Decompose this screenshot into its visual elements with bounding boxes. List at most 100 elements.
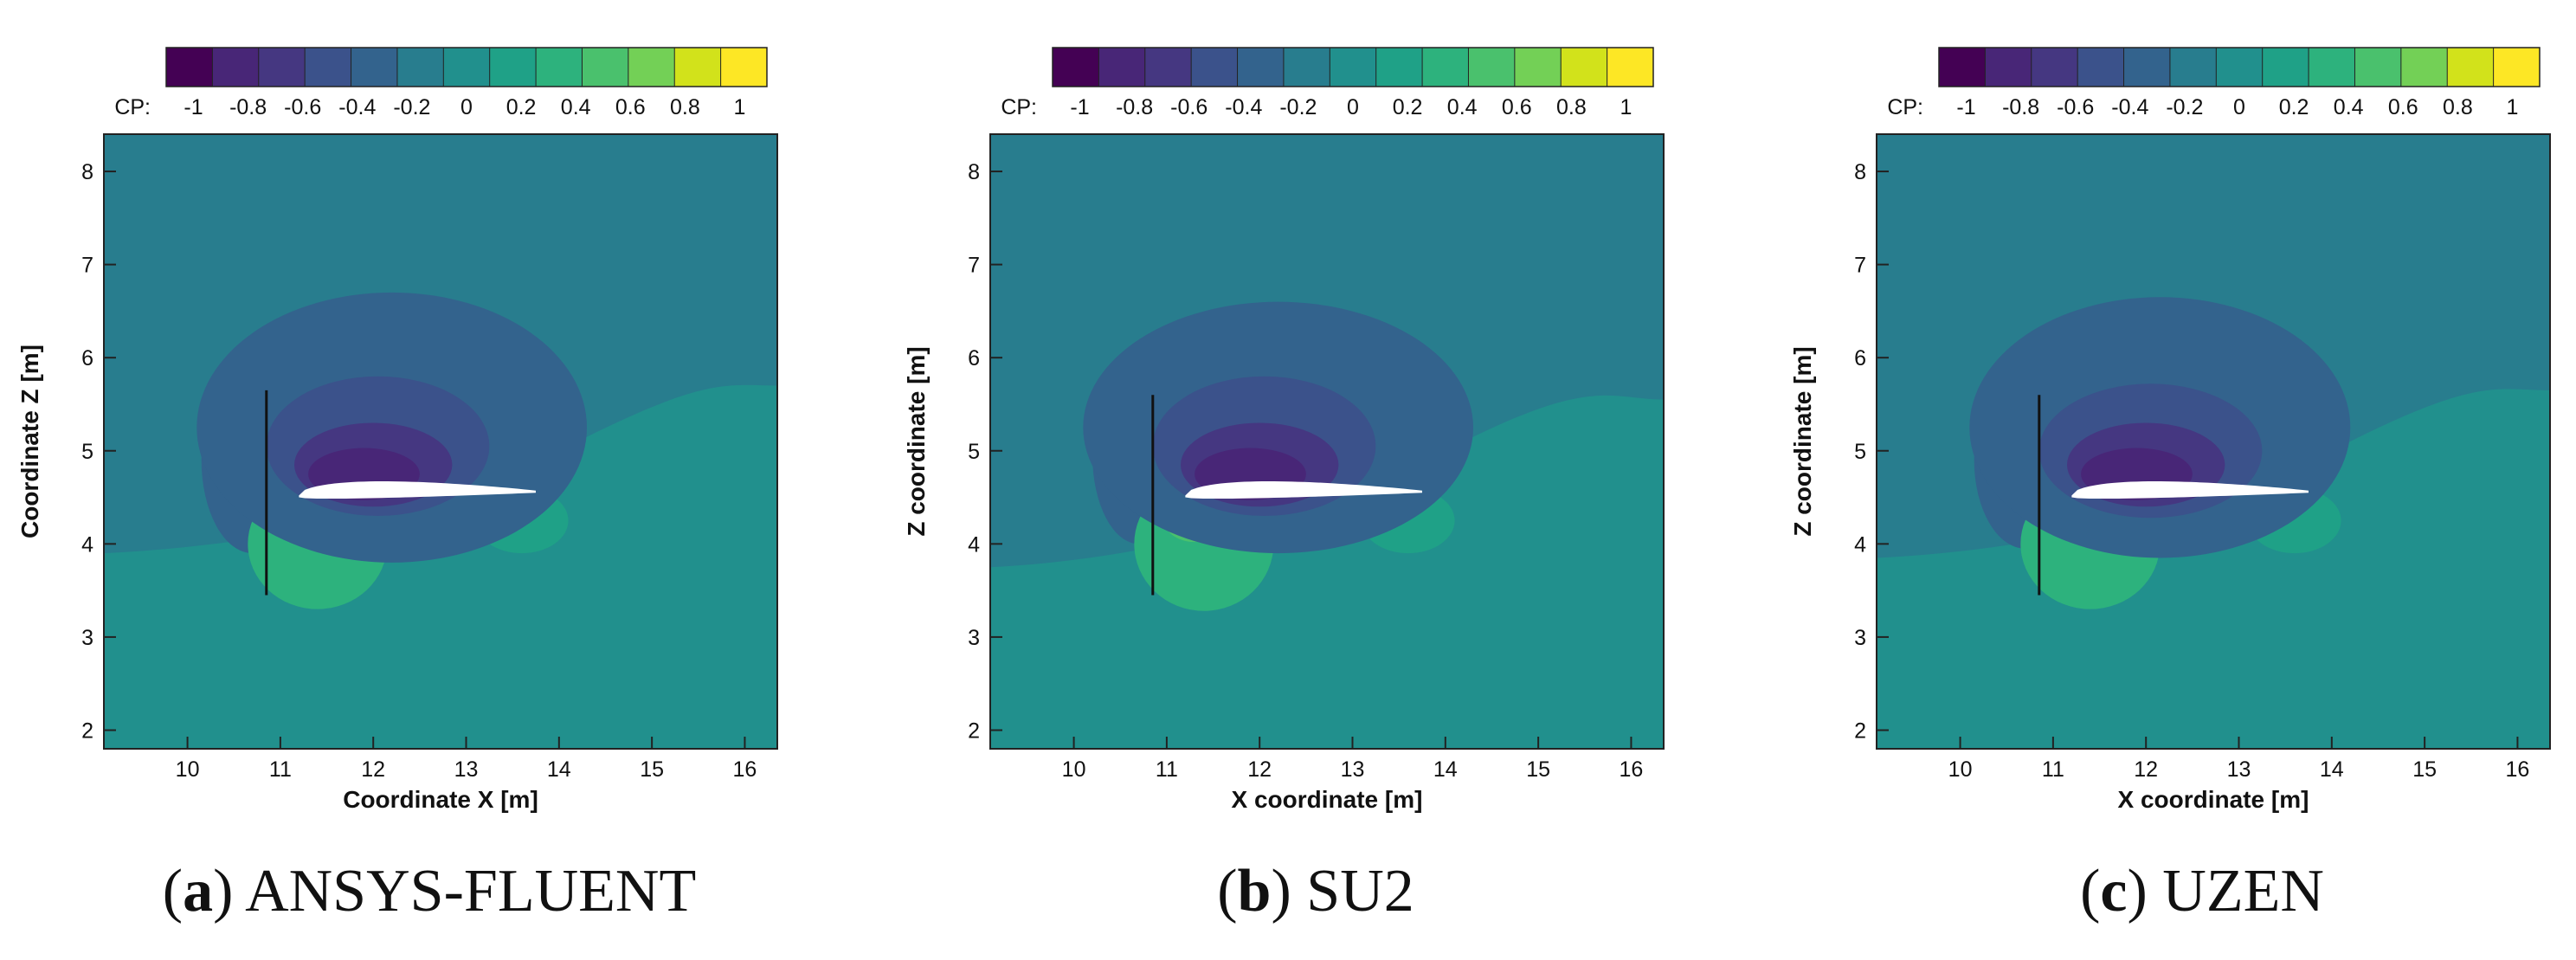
freestream-lower-region (1877, 389, 2550, 749)
colorbar-swatch-9 (2354, 48, 2402, 87)
colorbar-swatch-2 (2031, 48, 2078, 87)
x-tick-label-1: 11 (2042, 757, 2064, 782)
colorbar-tick-label-4: -0.2 (393, 95, 430, 119)
colorbar-swatch-3 (1191, 48, 1239, 87)
colorbar-swatch-12 (2493, 48, 2541, 87)
x-tick-label-6: 16 (2506, 757, 2530, 782)
y-tick-label-3: 5 (1854, 440, 1866, 464)
x-tick-label-4: 14 (547, 757, 571, 782)
y-tick-label-6: 8 (968, 160, 980, 184)
colorbar-swatch-6 (1330, 48, 1377, 87)
colorbar-tick-label-5: 0 (1347, 95, 1359, 119)
colorbar-swatch-8 (1422, 48, 1469, 87)
colorbar-label: CP: (1001, 95, 1037, 119)
colorbar-label: CP: (1887, 95, 1923, 119)
y-tick-label-3: 5 (81, 440, 93, 464)
colorbar-swatch-11 (2447, 48, 2495, 87)
colorbar-swatch-1 (1098, 48, 1146, 87)
freestream-lower-region (990, 395, 1664, 749)
colorbar-tick-label-0: -1 (184, 95, 203, 119)
colorbar-swatch-9 (1468, 48, 1516, 87)
colorbar-tick-label-3: -0.4 (338, 95, 376, 119)
panel-a: 10 11 12 13 14 15 16 2 3 4 5 6 7 8 Coordinate X [m] Coo… (0, 0, 859, 960)
caption-a: (a) ANSYS-FLUENT (162, 858, 697, 925)
y-tick-label-5: 7 (1854, 254, 1866, 278)
caption-label-a: a (183, 858, 214, 925)
y-tick-label-1: 3 (81, 626, 93, 650)
contour-field (990, 134, 1664, 749)
x-tick-label-0: 10 (1948, 757, 1973, 782)
x-tick-label-3: 13 (454, 757, 479, 782)
y-axis-label: Coordinate Z [m] (16, 345, 43, 538)
colorbar-tick-label-1: -0.8 (2002, 95, 2039, 119)
colorbar-swatch-8 (2309, 48, 2355, 87)
caption-c: (c) UZEN (2080, 858, 2324, 925)
colorbar-swatch-0 (1939, 48, 1986, 87)
y-tick-label-2: 4 (1854, 532, 1866, 557)
colorbar-tick-label-5: 0 (460, 95, 473, 119)
colorbar-swatch-7 (2262, 48, 2309, 87)
y-tick-label-6: 8 (81, 160, 93, 184)
colorbar-tick-label-7: 0.4 (1447, 95, 1478, 119)
colorbar-swatch-2 (1144, 48, 1192, 87)
freestream-lower-region (104, 384, 777, 749)
y-tick-label-0: 2 (81, 718, 93, 743)
contour-field (104, 134, 777, 749)
caption-label-b: b (1237, 858, 1272, 925)
airfoil-shape (2071, 481, 2309, 499)
x-tick-label-3: 13 (2227, 757, 2251, 782)
panel-b: 10 11 12 13 14 15 16 2 3 4 5 6 7 8 X coordinate [m] Z c… (886, 0, 1745, 960)
contour-field (1877, 134, 2550, 749)
plot-frame (1876, 133, 2551, 750)
x-tick-label-2: 12 (2134, 757, 2158, 782)
colorbar-swatch-11 (674, 48, 722, 87)
colorbar-tick-label-0: -1 (1070, 95, 1089, 119)
colorbar-tick-label-7: 0.4 (561, 95, 591, 119)
x-tick-label-1: 11 (269, 757, 292, 782)
colorbar-swatch-11 (1561, 48, 1608, 87)
airfoil-shape (1185, 481, 1422, 499)
y-axis-label: Z coordinate [m] (1789, 346, 1816, 536)
colorbar-tick-label-10: 1 (734, 95, 746, 119)
colorbar-tick-label-5: 0 (2233, 95, 2245, 119)
caption-title-a: ANSYS-FLUENT (245, 858, 697, 925)
colorbar-swatch-10 (628, 48, 675, 87)
colorbar-tick-label-6: 0.2 (1393, 95, 1423, 119)
y-axis-label: Z coordinate [m] (903, 346, 930, 536)
colorbar-swatch-8 (536, 48, 583, 87)
y-tick-label-3: 5 (968, 440, 980, 464)
colorbar-swatch-0 (1053, 48, 1099, 87)
colorbar-swatch-1 (1985, 48, 2032, 87)
colorbar-tick-label-6: 0.2 (506, 95, 537, 119)
caption-label-c: c (2100, 858, 2128, 925)
colorbar-swatch-4 (2123, 48, 2171, 87)
colorbar-tick-label-9: 0.8 (670, 95, 700, 119)
airfoil-shape (299, 481, 536, 499)
x-tick-label-1: 11 (1156, 757, 1178, 782)
colorbar-swatch-5 (1283, 48, 1330, 87)
colorbar-swatch-4 (351, 48, 398, 87)
plot-frame (989, 133, 1665, 750)
x-tick-label-5: 15 (1526, 757, 1550, 782)
colorbar-swatch-0 (166, 48, 213, 87)
colorbar-swatch-5 (2169, 48, 2217, 87)
colorbar-tick-label-6: 0.2 (2279, 95, 2309, 119)
colorbar-tick-label-2: -0.6 (284, 95, 321, 119)
x-tick-label-4: 14 (1433, 757, 1458, 782)
x-tick-label-5: 15 (640, 757, 664, 782)
x-tick-label-3: 13 (1341, 757, 1365, 782)
colorbar-tick-label-4: -0.2 (1279, 95, 1317, 119)
colorbar-swatch-3 (2077, 48, 2125, 87)
x-axis-label: X coordinate [m] (2118, 786, 2309, 813)
colorbar-swatch-6 (443, 48, 491, 87)
panel-c: 10 11 12 13 14 15 16 2 3 4 5 6 7 8 X coordinate [m] Z c… (1773, 0, 2576, 960)
colorbar-tick-label-1: -0.8 (1116, 95, 1153, 119)
caption-title-c: UZEN (2162, 858, 2324, 925)
colorbar-frame (165, 47, 768, 87)
colorbar-tick-label-9: 0.8 (1556, 95, 1587, 119)
colorbar-frame (1052, 47, 1654, 87)
colorbar-swatch-7 (1375, 48, 1423, 87)
x-tick-label-6: 16 (733, 757, 757, 782)
